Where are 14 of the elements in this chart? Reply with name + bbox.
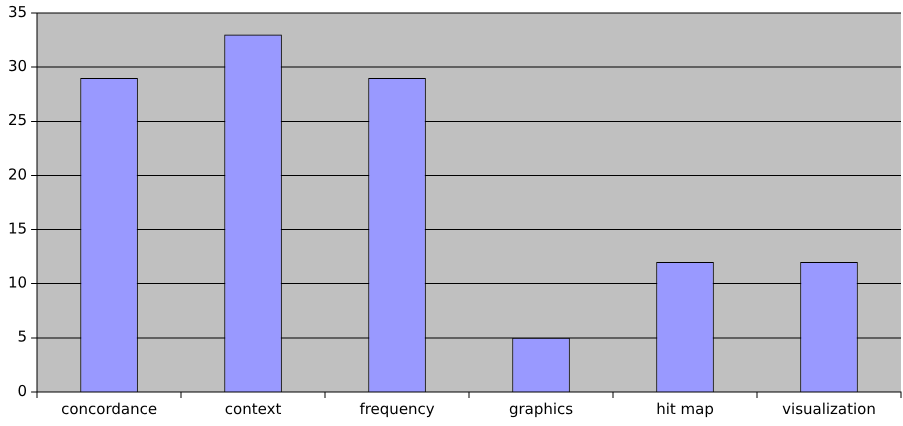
y-tick-label: 15 [8,219,28,238]
x-tick-label: concordance [61,400,158,418]
y-tick-label: 30 [8,57,28,76]
y-tick-label: 0 [18,382,28,400]
y-tick-label: 5 [18,328,28,346]
y-tick-label: 20 [8,165,28,184]
x-tick-label: hit map [656,400,714,418]
x-tick-label: visualization [782,400,876,418]
x-tick-label: context [224,400,282,418]
x-tick-label: frequency [359,400,435,418]
y-tick-label: 10 [8,274,28,292]
x-tick-label: graphics [508,400,574,418]
y-tick-label: 25 [8,111,28,130]
y-tick-label: 35 [8,2,28,21]
